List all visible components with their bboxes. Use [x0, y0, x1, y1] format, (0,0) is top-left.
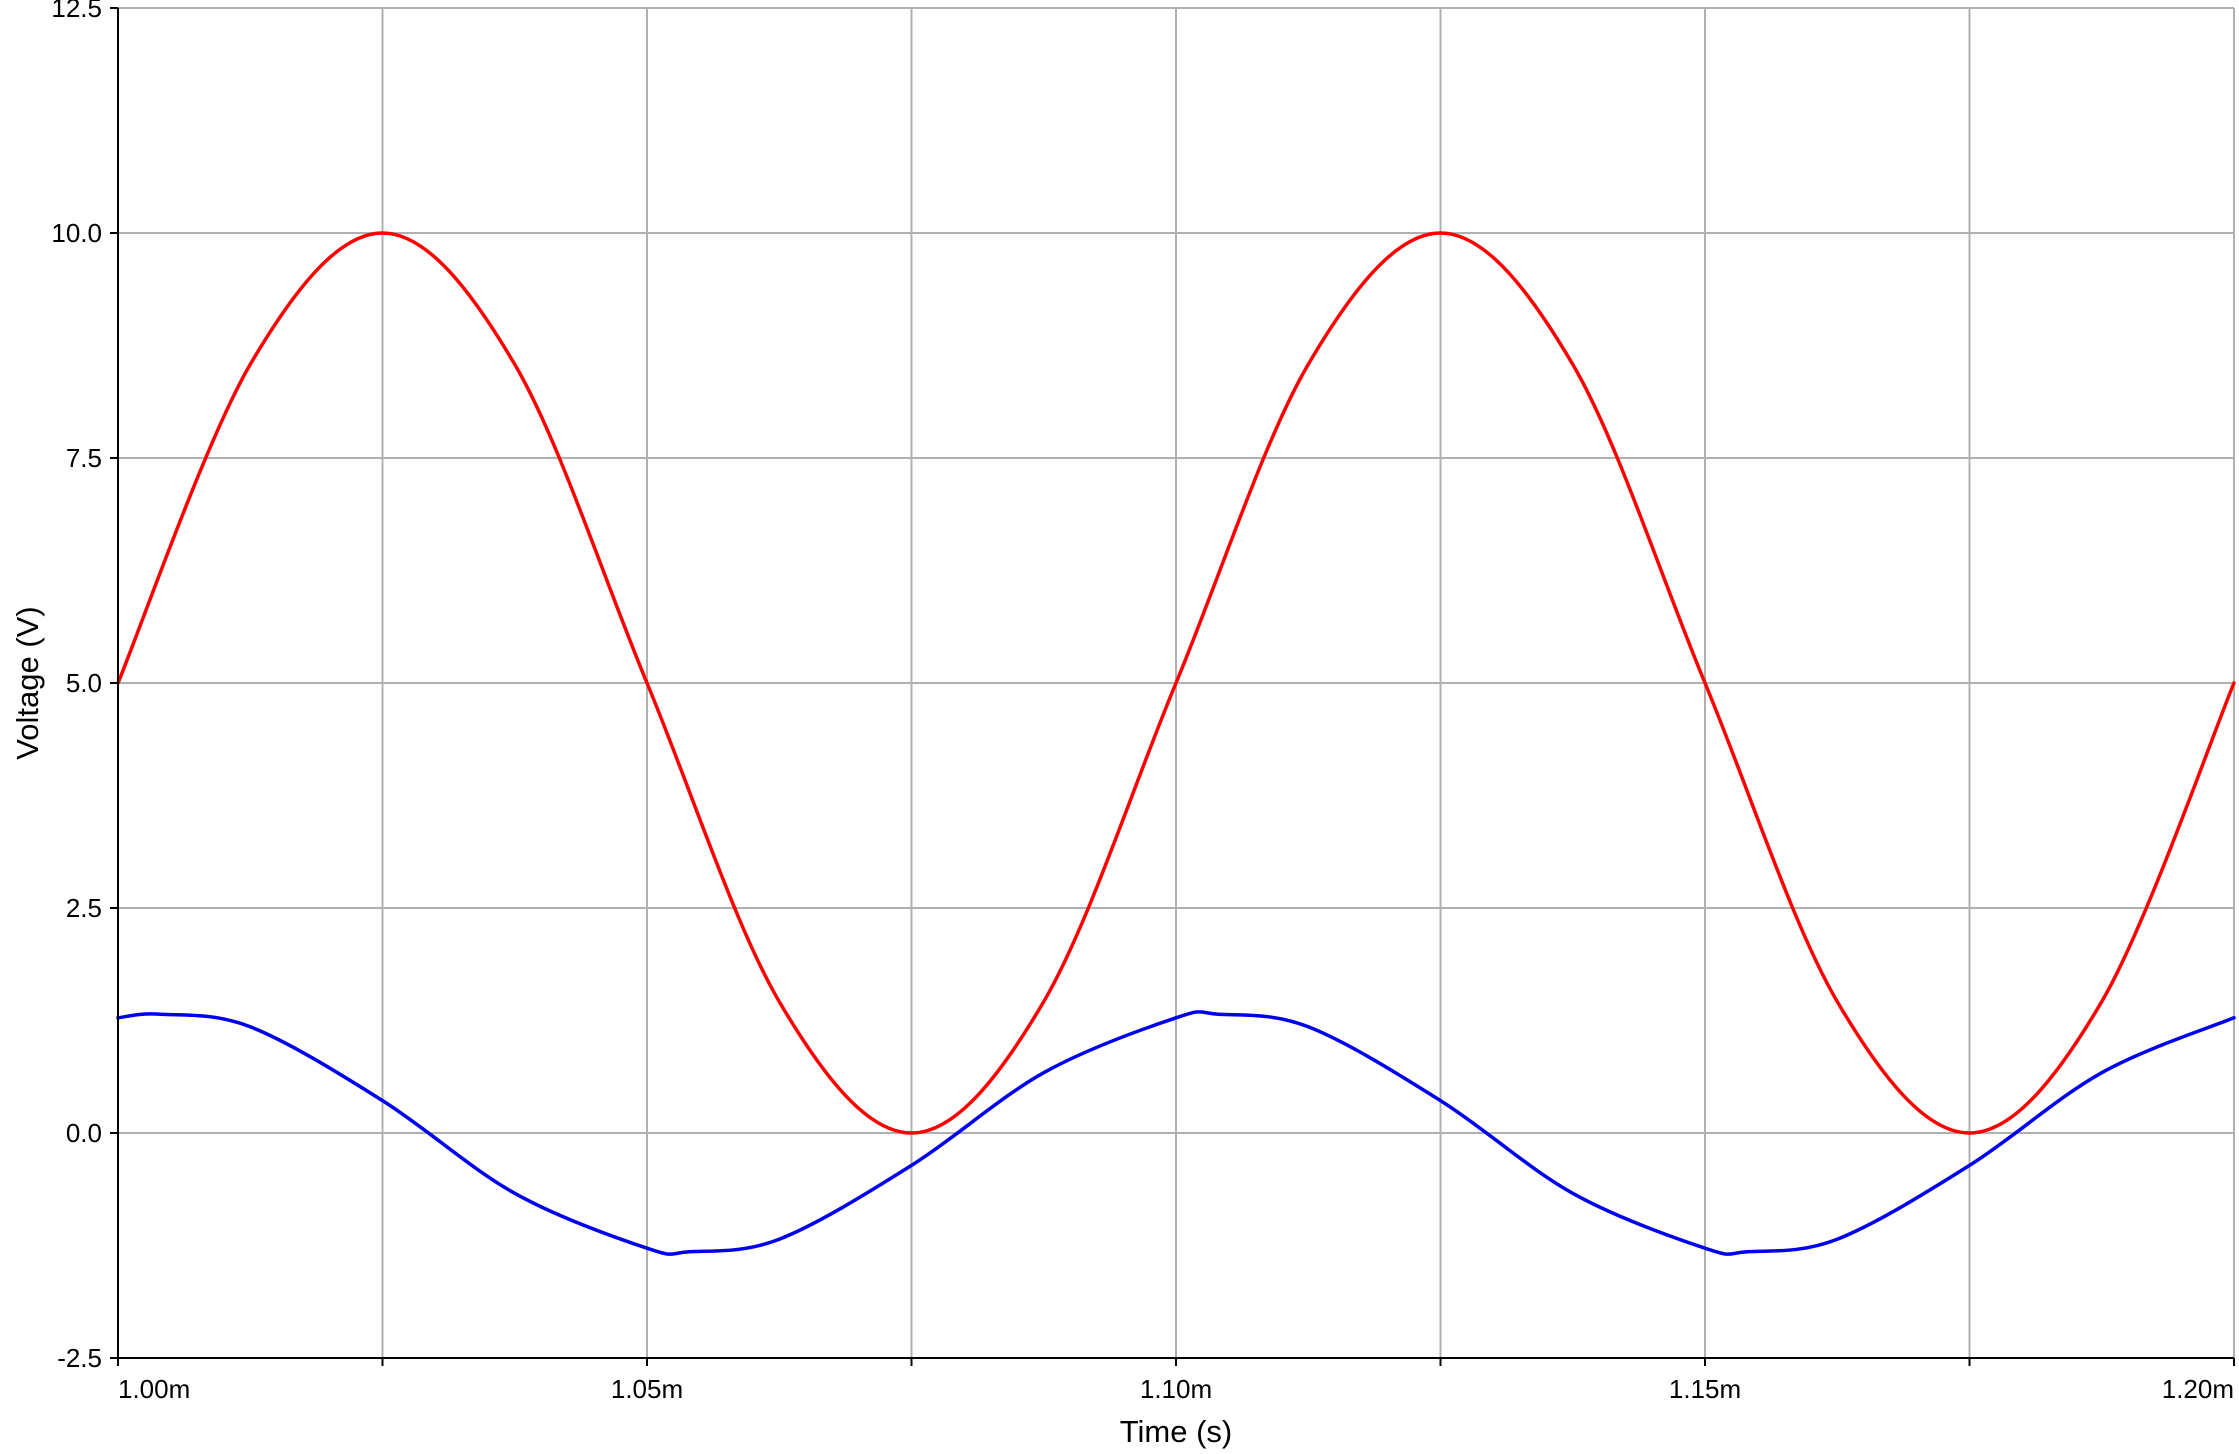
x-tick-label: 1.10m — [1140, 1374, 1212, 1404]
y-tick-label: 0.0 — [66, 1118, 102, 1148]
y-axis-title: Voltage (V) — [10, 606, 45, 759]
y-tick-label: -2.5 — [57, 1343, 102, 1373]
tick-labels: -2.5 0.0 2.5 5.0 7.5 10.0 12.5 1.00m 1.05m 1.10m 1… — [51, 0, 2235, 1404]
x-tick-label: 1.20m — [2162, 1374, 2234, 1404]
x-axis-title: Time (s) — [1120, 1414, 1233, 1449]
y-tick-label: 10.0 — [51, 218, 102, 248]
x-tick-label: 1.00m — [118, 1374, 190, 1404]
y-tick-label: 2.5 — [66, 893, 102, 923]
x-tick-label: 1.15m — [1669, 1374, 1741, 1404]
series-line-1 — [116, 231, 2236, 1135]
series-layer — [116, 231, 2236, 1256]
y-tick-label: 12.5 — [51, 0, 102, 23]
x-tick-label: 1.05m — [611, 1374, 683, 1404]
y-tick-label: 7.5 — [66, 443, 102, 473]
y-tick-label: 5.0 — [66, 668, 102, 698]
series-line-2 — [116, 1010, 2236, 1256]
